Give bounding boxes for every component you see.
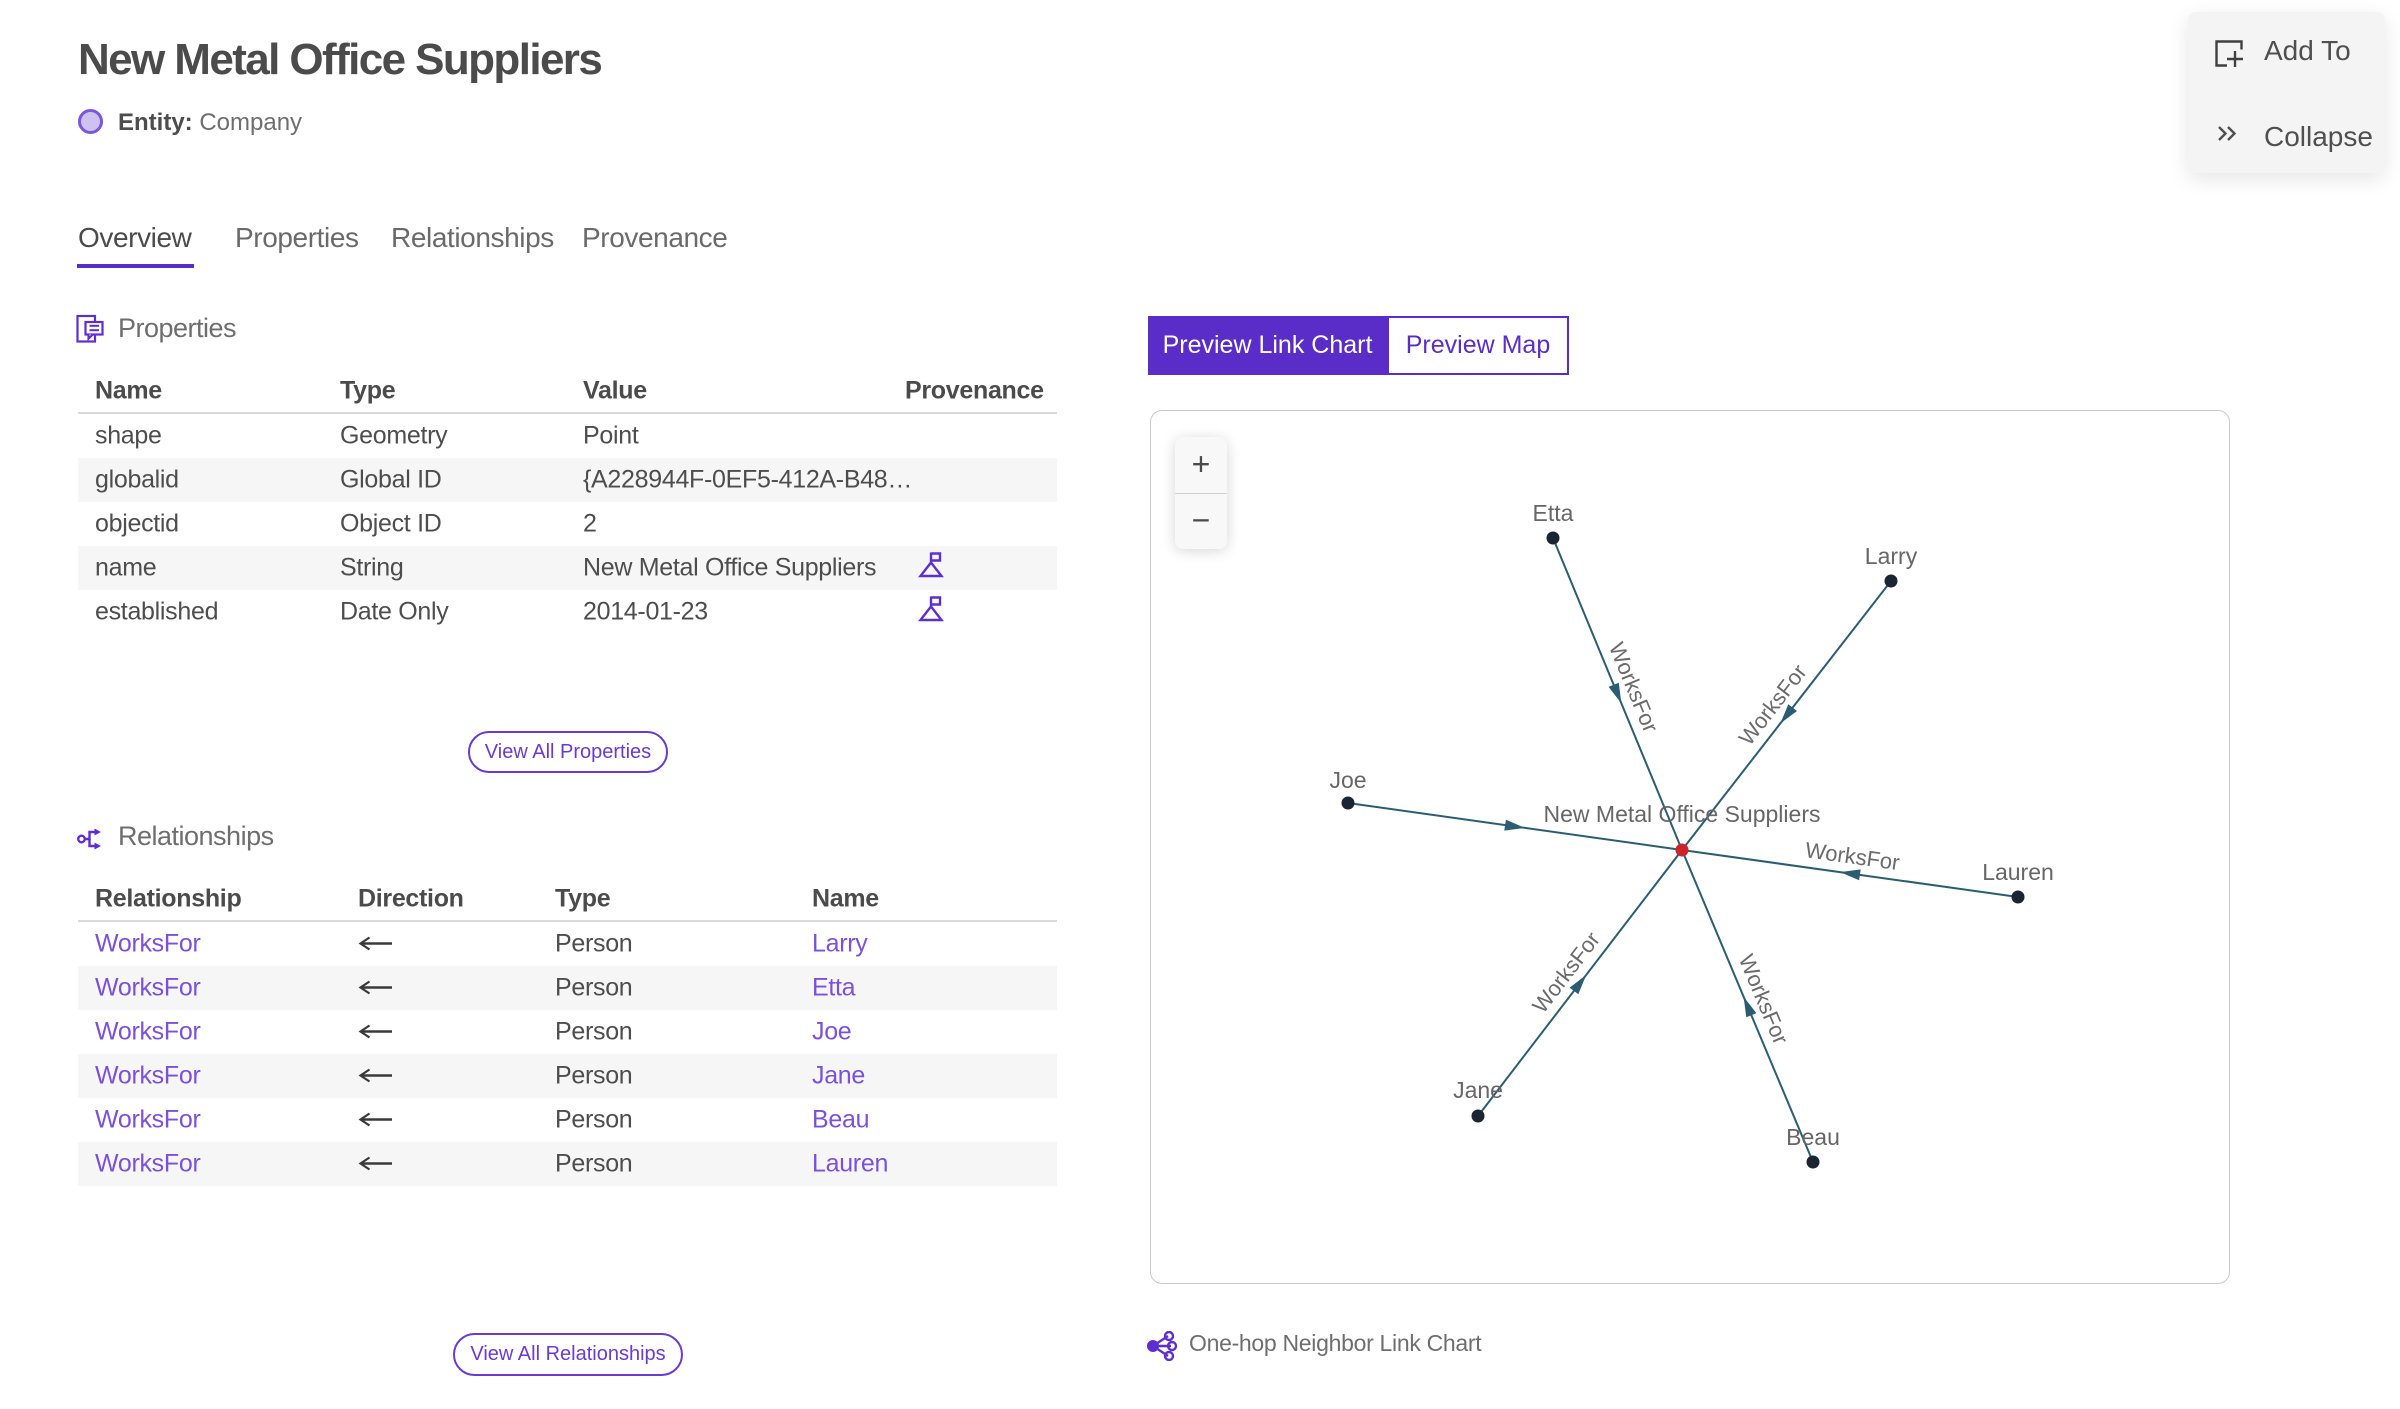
svg-text:Lauren: Lauren <box>1982 859 2054 885</box>
svg-text:Jane: Jane <box>1453 1077 1503 1103</box>
svg-text:Beau: Beau <box>1786 1124 1840 1150</box>
svg-text:Joe: Joe <box>1329 767 1366 793</box>
svg-text:WorksFor: WorksFor <box>1734 951 1794 1048</box>
svg-text:New Metal Office Suppliers: New Metal Office Suppliers <box>1544 801 1821 827</box>
svg-text:Etta: Etta <box>1533 500 1574 526</box>
svg-text:WorksFor: WorksFor <box>1527 927 1605 1018</box>
svg-text:WorksFor: WorksFor <box>1734 660 1812 750</box>
svg-text:Larry: Larry <box>1865 543 1918 569</box>
